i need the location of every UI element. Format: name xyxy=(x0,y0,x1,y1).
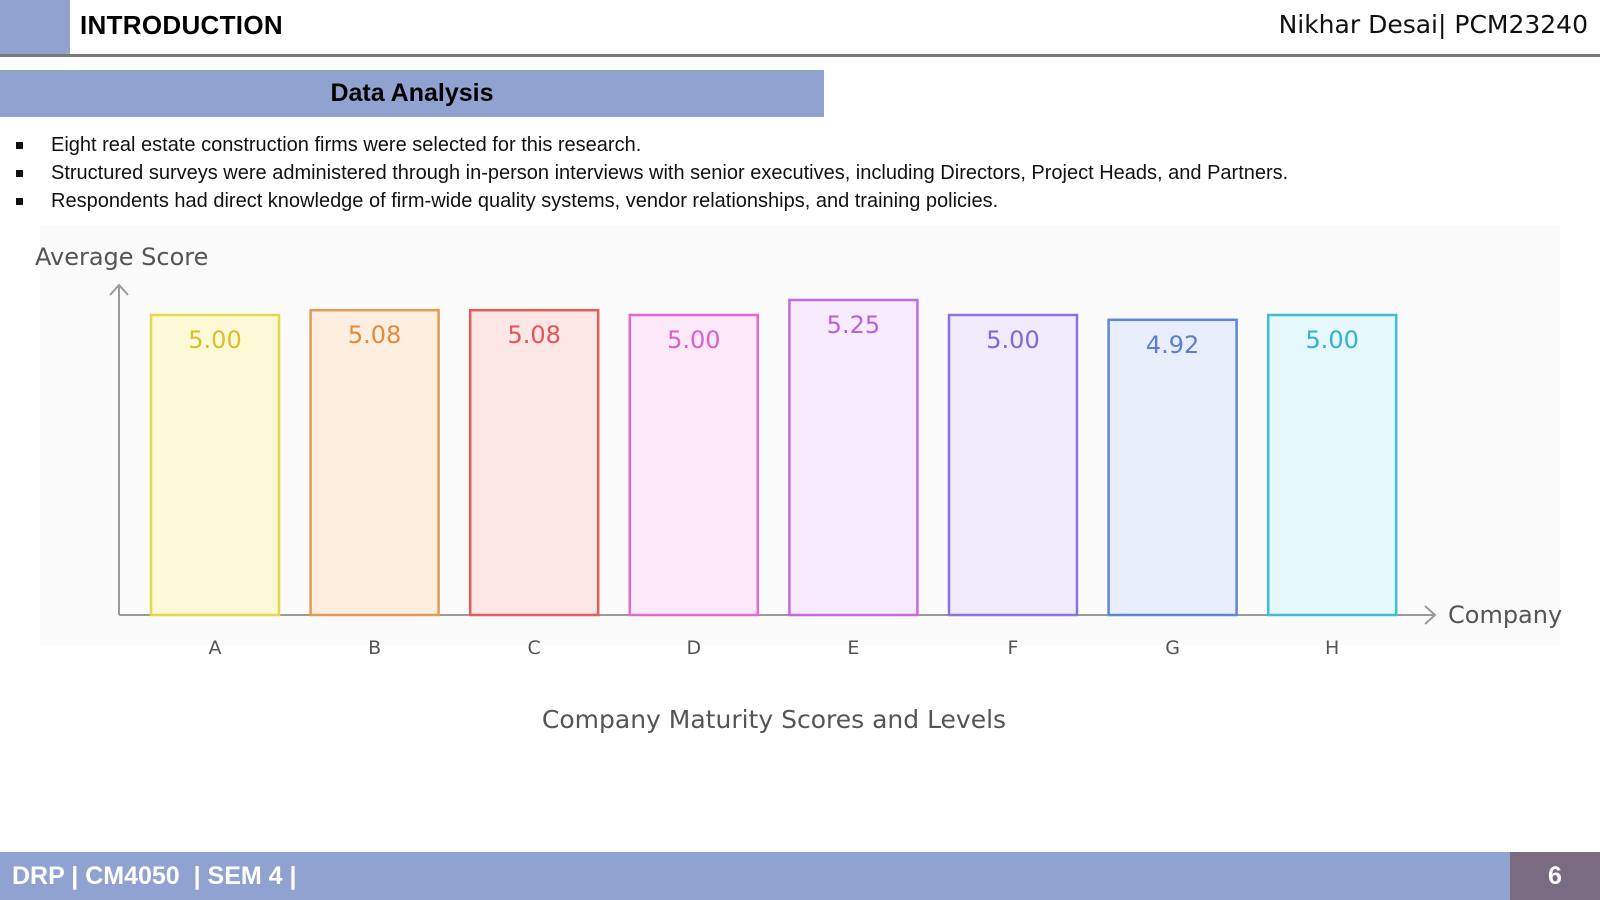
category-tick-f: F xyxy=(1008,637,1019,659)
value-label-a: 5.00 xyxy=(188,326,241,354)
category-tick-b: B xyxy=(368,637,381,659)
bar-c xyxy=(468,308,600,617)
bar-b xyxy=(309,308,440,617)
bars-group: 5.00 A 5.08 B 5.08 C 5.00 D 5.25 E 5.00 F 4.92 G 5.00 H xyxy=(149,298,1398,659)
footer-bar: DRP | CM4050 | SEM 4 | xyxy=(0,852,1510,900)
value-label-c: 5.08 xyxy=(507,321,560,349)
chart-area: Average Score Company 5.00 A 5.08 B 5.08 C 5.0… xyxy=(0,225,1600,765)
bullet-square-icon xyxy=(16,141,23,149)
value-label-d: 5.00 xyxy=(667,326,720,354)
header-accent xyxy=(0,0,70,54)
bullet-item: Eight real estate construction firms wer… xyxy=(14,131,1574,159)
header-divider xyxy=(0,54,1600,57)
bullet-text: Eight real estate construction firms wer… xyxy=(51,133,642,156)
chart-title: Company Maturity Scores and Levels xyxy=(542,705,1006,734)
category-tick-e: E xyxy=(847,637,859,659)
bullet-square-icon xyxy=(16,169,23,177)
bullet-item: Structured surveys were administered thr… xyxy=(14,159,1574,187)
bullet-item: Respondents had direct knowledge of firm… xyxy=(14,187,1574,215)
bullet-list: Eight real estate construction firms wer… xyxy=(14,131,1574,215)
category-tick-a: A xyxy=(209,637,222,659)
header-title: INTRODUCTION xyxy=(80,10,283,40)
category-tick-h: H xyxy=(1325,637,1339,659)
section-banner: Data Analysis xyxy=(0,70,824,117)
bar-h xyxy=(1266,313,1398,617)
header-author: Nikhar Desai| PCM23240 xyxy=(1278,10,1588,39)
value-label-g: 4.92 xyxy=(1146,331,1199,359)
value-label-f: 5.00 xyxy=(986,326,1039,354)
bullet-square-icon xyxy=(16,197,23,205)
bar-e xyxy=(788,298,919,617)
value-label-b: 5.08 xyxy=(348,321,401,349)
bar-chart: Average Score Company 5.00A5.08B5.08C5.0… xyxy=(35,225,1562,734)
category-tick-c: C xyxy=(528,637,541,659)
bullet-text: Respondents had direct knowledge of firm… xyxy=(51,189,999,212)
section-title: Data Analysis xyxy=(330,79,494,107)
bullet-text: Structured surveys were administered thr… xyxy=(51,161,1289,184)
bar-f xyxy=(947,313,1079,617)
category-tick-d: D xyxy=(686,637,701,659)
footer-text: DRP | CM4050 | SEM 4 | xyxy=(12,861,297,890)
category-tick-g: G xyxy=(1165,637,1180,659)
value-label-h: 5.00 xyxy=(1305,326,1358,354)
value-label-e: 5.25 xyxy=(827,311,880,339)
x-axis-label: Company xyxy=(1448,601,1562,629)
bar-a xyxy=(149,313,281,617)
page-number-box: 6 xyxy=(1510,852,1600,900)
bar-g xyxy=(1107,318,1238,617)
y-axis-arrow-icon xyxy=(109,283,129,296)
x-axis-arrow-icon xyxy=(1424,605,1437,625)
page-number: 6 xyxy=(1548,861,1562,890)
bar-d xyxy=(628,313,760,617)
y-axis-label: Average Score xyxy=(35,243,208,271)
